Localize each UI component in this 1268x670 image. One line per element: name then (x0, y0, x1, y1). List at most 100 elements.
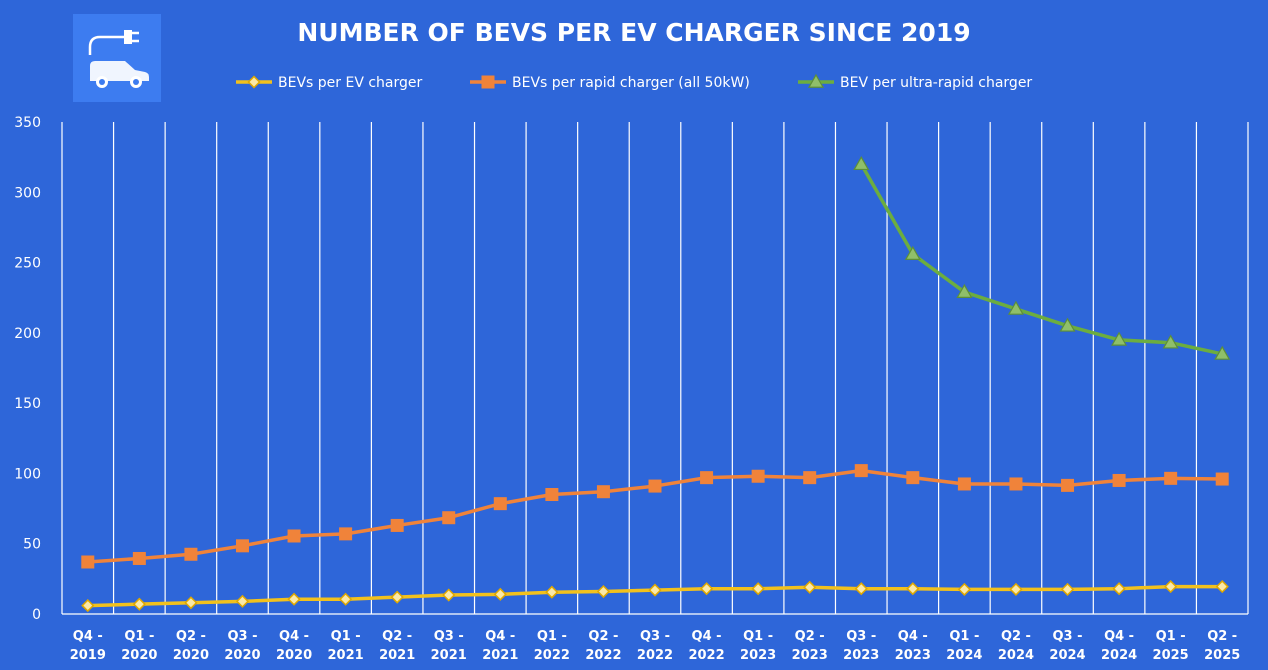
x-tick-label-quarter: Q3 - (846, 629, 876, 644)
data-point (957, 477, 971, 491)
series-1 (81, 580, 1229, 613)
x-tick-label-year: 2021 (431, 648, 467, 663)
x-tick-label-year: 2021 (328, 648, 364, 663)
series-line (859, 163, 1223, 356)
x-tick-label-year: 2020 (276, 648, 312, 663)
data-point (1009, 477, 1023, 491)
data-point (390, 518, 404, 532)
x-tick-label-quarter: Q1 - (124, 629, 154, 644)
data-point (956, 283, 973, 298)
x-tick-label-quarter: Q1 - (1156, 629, 1186, 644)
series-group (81, 155, 1231, 613)
y-tick-label: 200 (14, 326, 41, 342)
x-tick-label-quarter: Q4 - (279, 629, 309, 644)
x-tick-label-quarter: Q4 - (1104, 629, 1134, 644)
data-point (81, 555, 95, 569)
y-axis: 0 50 100 150 200 250 300 350 (14, 115, 41, 623)
data-point (184, 596, 198, 610)
data-point (751, 582, 765, 596)
data-point (751, 469, 765, 483)
x-tick-label-year: 2020 (121, 648, 157, 663)
legend-label: BEVs per EV charger (278, 75, 423, 91)
data-point (1112, 473, 1126, 487)
x-tick-label-year: 2025 (1153, 648, 1189, 663)
data-point (648, 479, 662, 493)
x-tick-label-year: 2019 (70, 648, 106, 663)
data-point (596, 584, 610, 599)
x-tick-label-quarter: Q1 - (537, 629, 567, 644)
legend: BEVs per EV charger BEVs per rapid charge… (236, 73, 1032, 91)
data-point (287, 529, 301, 543)
x-tick-label-year: 2023 (792, 648, 828, 663)
x-tick-label-year: 2022 (637, 648, 673, 663)
data-point (596, 485, 610, 499)
data-point (1164, 580, 1178, 594)
data-point (287, 592, 301, 606)
data-point (1060, 582, 1075, 596)
legend-item: BEVs per EV charger (236, 75, 423, 91)
y-tick-label: 50 (23, 537, 41, 553)
y-tick-label: 350 (14, 115, 41, 131)
y-tick-label: 250 (14, 256, 41, 272)
data-point (957, 582, 971, 596)
x-tick-label-year: 2022 (585, 648, 621, 663)
data-point (132, 551, 146, 565)
chart-title: NUMBER OF BEVS PER EV CHARGER SINCE 2019 (297, 18, 970, 47)
data-point (235, 539, 249, 553)
data-point (1009, 582, 1023, 596)
data-point (184, 547, 198, 561)
data-point (1059, 317, 1076, 332)
data-point (493, 497, 507, 511)
legend-swatch-marker (481, 75, 495, 89)
x-tick-label-year: 2022 (688, 648, 724, 663)
x-tick-label-quarter: Q2 - (1207, 629, 1237, 644)
x-tick-label-quarter: Q2 - (176, 629, 206, 644)
x-tick-label-year: 2023 (740, 648, 776, 663)
x-tick-label-quarter: Q2 - (795, 629, 825, 644)
x-tick-label-quarter: Q4 - (898, 629, 928, 644)
x-axis: Q4 - 2019 Q1 - 2020 Q2 - 2020 Q3 - 2020 Q4 - 2020… (70, 629, 1241, 663)
data-point (803, 471, 817, 485)
data-point (854, 582, 868, 596)
x-tick-label-quarter: Q3 - (434, 629, 464, 644)
x-tick-label-year: 2022 (534, 648, 570, 663)
x-tick-label-year: 2024 (998, 648, 1034, 663)
data-point (1112, 582, 1126, 596)
ev-charger-car-icon (73, 14, 161, 102)
data-point (442, 588, 456, 602)
x-tick-label-year: 2024 (946, 648, 982, 663)
series-2 (81, 464, 1229, 569)
data-point (1215, 472, 1229, 486)
y-tick-label: 300 (14, 185, 41, 201)
x-tick-label-year: 2024 (1101, 648, 1137, 663)
data-point (904, 245, 921, 260)
data-point (854, 464, 868, 478)
data-point (648, 583, 662, 597)
legend-swatch-marker (247, 75, 261, 89)
x-tick-label-year: 2023 (895, 648, 931, 663)
data-point (906, 582, 920, 596)
data-point (442, 511, 456, 525)
x-tick-label-quarter: Q2 - (382, 629, 412, 644)
gridlines (61, 122, 1249, 615)
data-point (493, 587, 507, 601)
data-point (390, 590, 404, 604)
y-tick-label: 0 (32, 607, 41, 623)
data-point (1215, 580, 1229, 594)
legend-swatch-marker (807, 73, 825, 88)
data-point (1162, 334, 1179, 349)
data-point (700, 582, 714, 596)
x-tick-label-year: 2025 (1204, 648, 1240, 663)
data-point (1214, 345, 1231, 360)
y-tick-label: 150 (14, 396, 41, 412)
x-tick-label-year: 2020 (224, 648, 260, 663)
x-tick-label-year: 2024 (1049, 648, 1085, 663)
data-point (906, 471, 920, 485)
x-tick-label-quarter: Q1 - (949, 629, 979, 644)
data-point (700, 471, 714, 485)
data-point (1007, 300, 1024, 315)
data-point (1061, 478, 1075, 492)
x-tick-label-quarter: Q3 - (227, 629, 257, 644)
x-tick-label-quarter: Q1 - (743, 629, 773, 644)
